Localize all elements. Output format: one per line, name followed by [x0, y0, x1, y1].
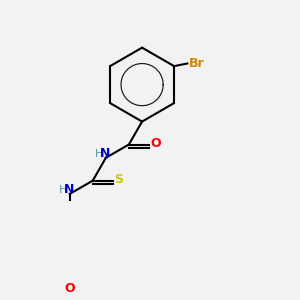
Text: H: H — [95, 149, 103, 159]
Text: H: H — [59, 185, 67, 195]
Text: O: O — [150, 137, 160, 150]
Text: S: S — [114, 173, 123, 186]
Text: Br: Br — [189, 57, 204, 70]
Text: N: N — [64, 183, 74, 196]
Text: O: O — [64, 282, 75, 295]
Text: N: N — [100, 147, 111, 160]
